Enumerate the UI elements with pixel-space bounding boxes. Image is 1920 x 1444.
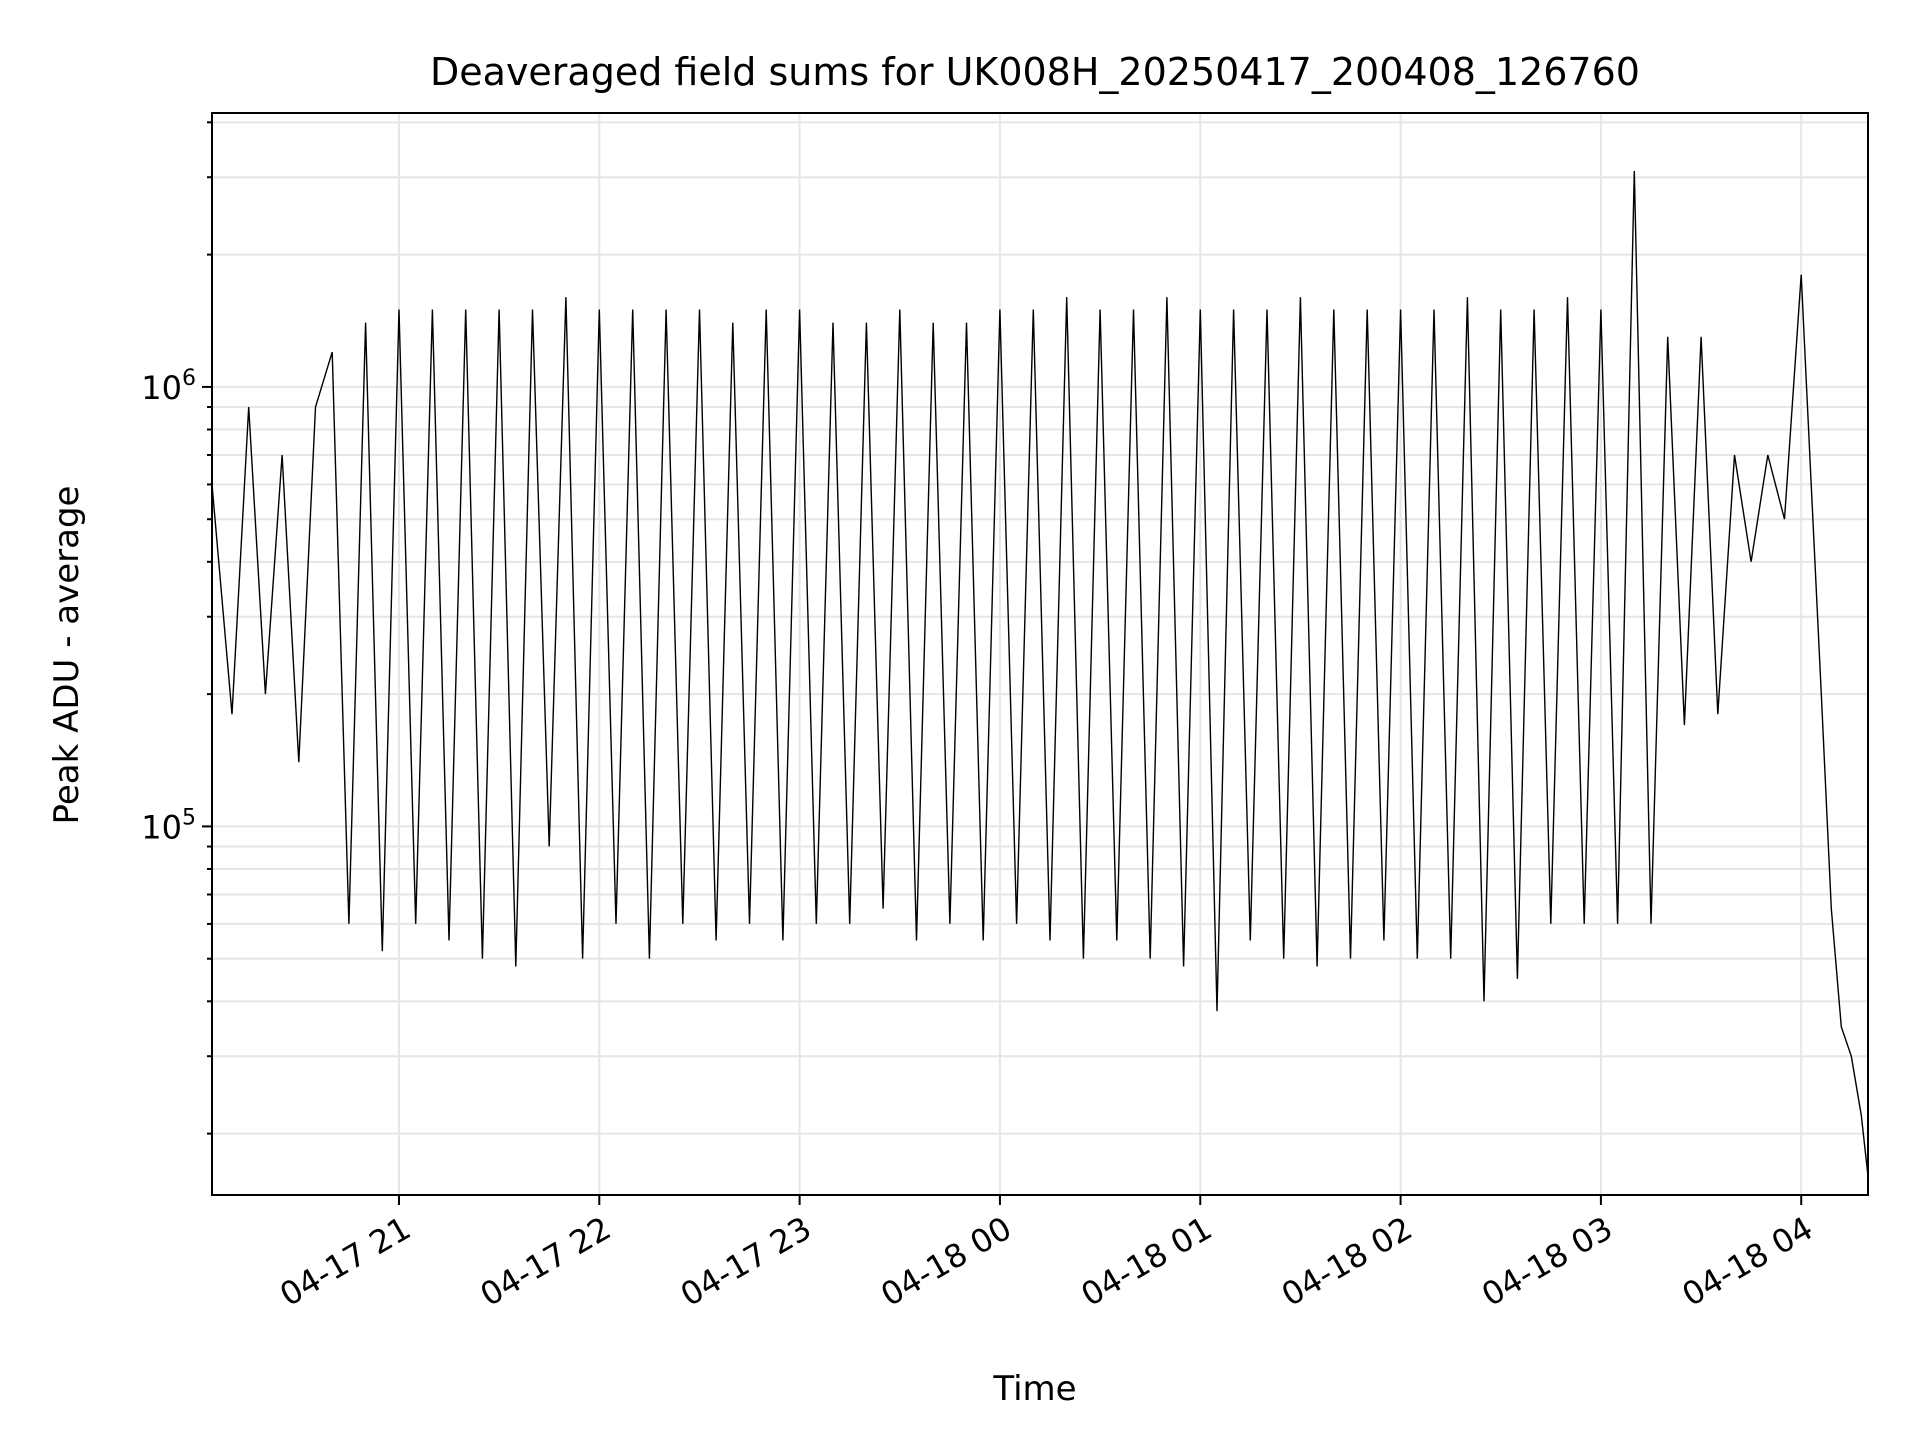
- chart-title: Deaveraged field sums for UK008H_2025041…: [430, 50, 1640, 94]
- axes-frame: [211, 112, 1869, 1196]
- y-tick-label: 105: [141, 805, 196, 846]
- grid: [212, 113, 1868, 1195]
- y-axis-label: Peak ADU - average: [47, 486, 87, 825]
- y-tick-label: 106: [141, 366, 196, 407]
- series-line-1: [211, 170, 1869, 1177]
- series-layer: [211, 170, 1869, 1177]
- x-axis-label: Time: [992, 1369, 1076, 1409]
